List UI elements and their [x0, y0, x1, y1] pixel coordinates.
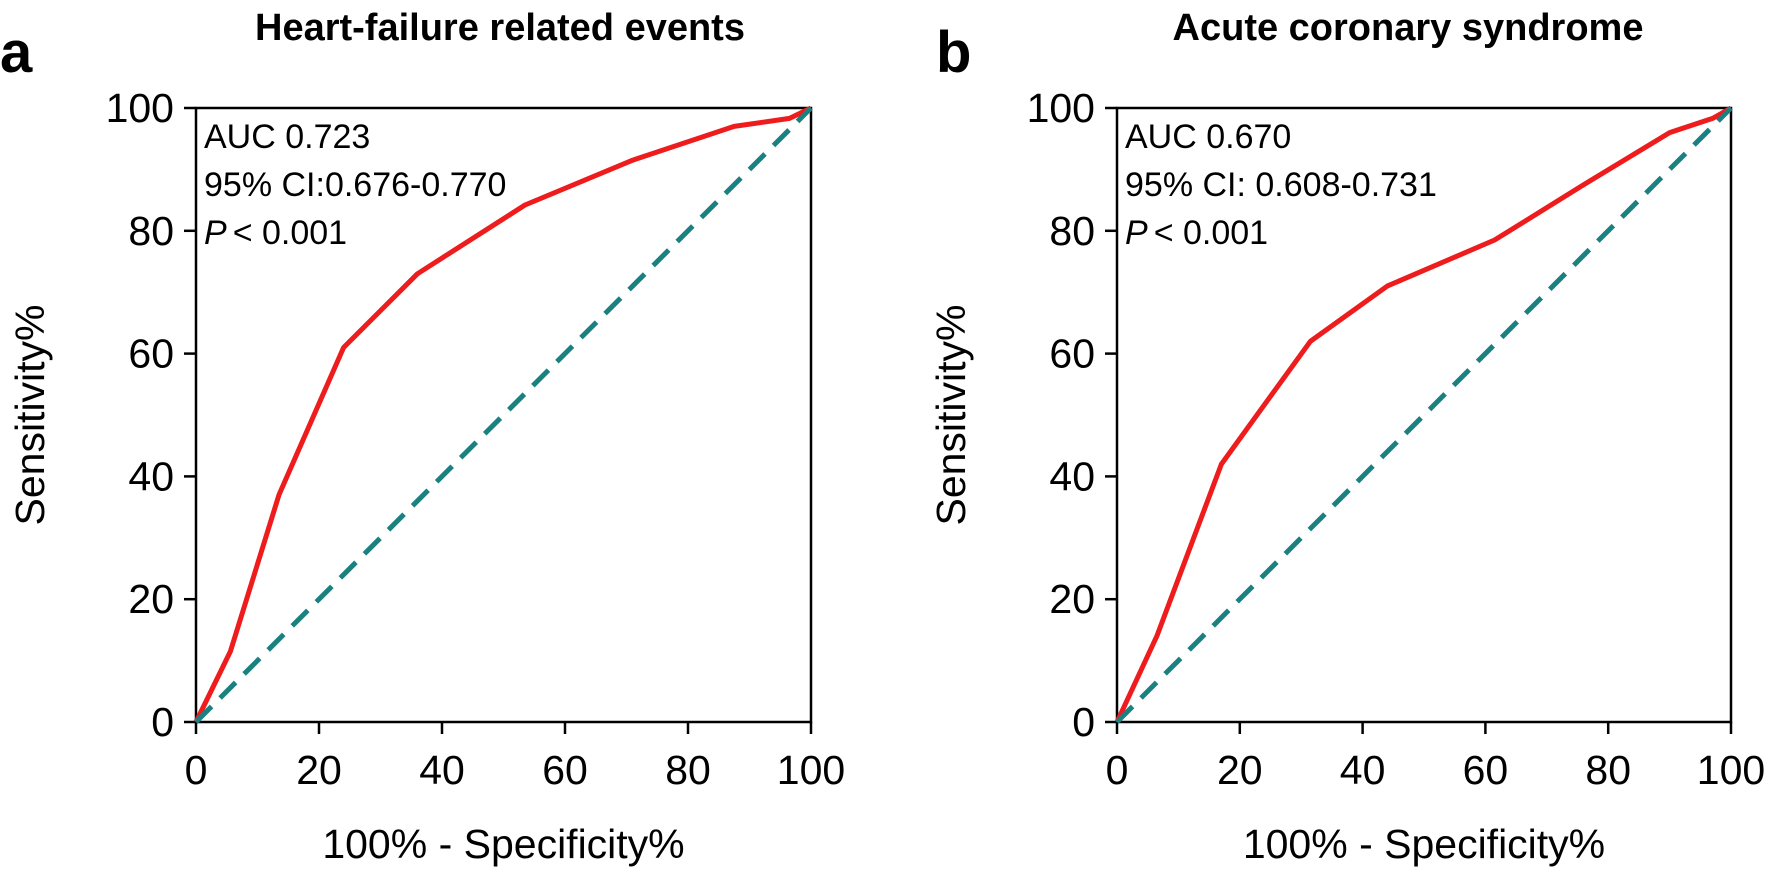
auc-annotation: AUC 0.670: [1125, 118, 1291, 156]
x-tick-label: 80: [665, 747, 711, 793]
roc-curve-line: [1114, 105, 1733, 724]
x-tick-label: 100: [777, 747, 845, 793]
y-axis-label: Sensitivity%: [928, 304, 974, 525]
ci-annotation: 95% CI:0.676-0.770: [204, 166, 506, 204]
y-tick-label: 80: [128, 208, 174, 254]
x-axis-label: 100% - Specificity%: [1243, 821, 1605, 867]
p-value-annotation: P < 0.001: [1125, 214, 1268, 252]
chart-title: Heart-failure related events: [255, 7, 745, 49]
x-tick-label: 40: [1340, 747, 1386, 793]
x-tick-label: 60: [1463, 747, 1509, 793]
y-tick-label: 60: [128, 331, 174, 377]
chart-title: Acute coronary syndrome: [1173, 7, 1644, 49]
x-tick-label: 80: [1585, 747, 1631, 793]
p-symbol: P: [204, 214, 227, 252]
y-tick-label: 60: [1049, 331, 1095, 377]
ci-annotation: 95% CI: 0.608-0.731: [1125, 166, 1437, 204]
panel-letter: a: [0, 20, 33, 85]
y-tick-label: 20: [1049, 576, 1095, 622]
p-symbol: P: [1125, 214, 1148, 252]
x-tick-label: 60: [542, 747, 588, 793]
panel-letter: b: [936, 20, 971, 85]
y-tick-label: 40: [128, 453, 174, 499]
y-tick-label: 40: [1049, 453, 1095, 499]
y-tick-label: 100: [1027, 85, 1095, 131]
reference-diagonal-line: [194, 106, 813, 724]
x-tick-label: 20: [296, 747, 342, 793]
y-tick-label: 0: [1072, 699, 1095, 745]
y-tick-label: 0: [151, 699, 174, 745]
y-axis-label: Sensitivity%: [7, 304, 53, 525]
roc-curve-line: [193, 105, 813, 724]
x-tick-label: 0: [1106, 747, 1129, 793]
reference-diagonal-line: [1115, 106, 1733, 724]
p-value-annotation: P < 0.001: [204, 214, 347, 252]
x-axis-label: 100% - Specificity%: [322, 821, 684, 867]
x-tick-label: 100: [1697, 747, 1765, 793]
p-value-text: < 0.001: [233, 214, 347, 252]
x-tick-label: 0: [185, 747, 208, 793]
chart-panel-b: b Acute coronary syndrome 0 20 40 60 80 100 0 20 4…: [928, 7, 1765, 867]
y-tick-label: 100: [106, 85, 174, 131]
y-tick-label: 80: [1049, 208, 1095, 254]
x-tick-label: 20: [1217, 747, 1263, 793]
chart-panel-a: a Heart-failure related events 0 20 40 60 80 10…: [0, 7, 845, 867]
y-tick-label: 20: [128, 576, 174, 622]
p-value-text: < 0.001: [1154, 214, 1268, 252]
auc-annotation: AUC 0.723: [204, 118, 370, 156]
plot-frame: [1115, 106, 1733, 724]
plot-frame: [194, 106, 813, 724]
x-tick-label: 40: [419, 747, 465, 793]
